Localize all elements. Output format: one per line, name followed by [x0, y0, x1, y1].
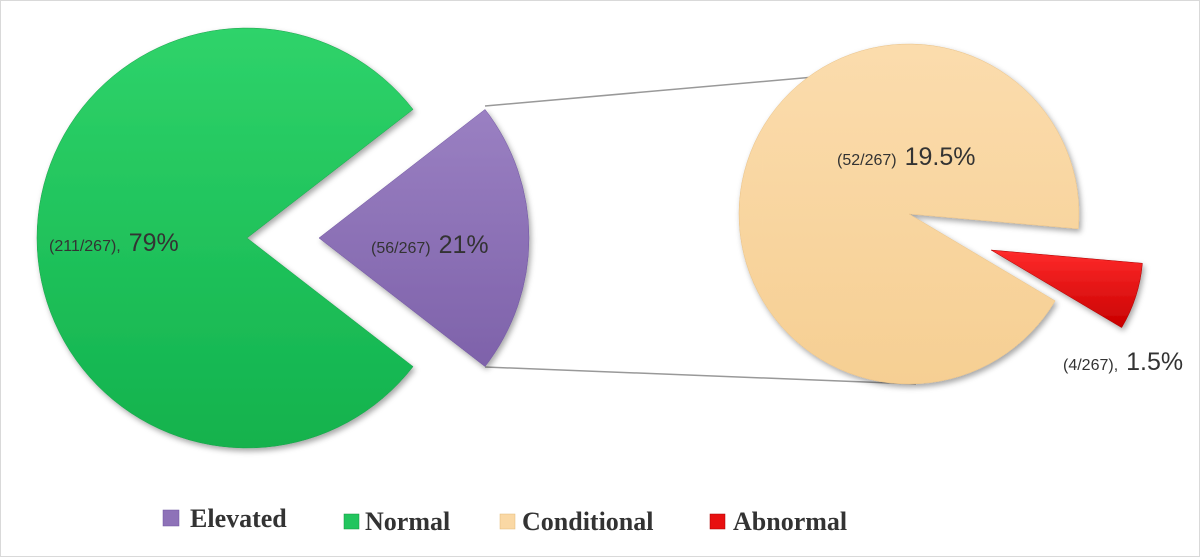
- data-label-normal-count: (211/267),: [49, 238, 121, 255]
- data-label-conditional-count: (52/267): [837, 152, 897, 169]
- legend-swatch-conditional: [499, 513, 516, 530]
- data-label-abnormal-percent: 1.5%: [1126, 348, 1183, 376]
- legend-label-elevated: Elevated: [190, 504, 287, 533]
- legend: Elevated Normal Conditional Abnormal: [162, 504, 847, 536]
- pie-slice-normal: [36, 27, 414, 449]
- pie-slice-elevated: [318, 109, 530, 367]
- data-label-conditional: (52/267) 19.5%: [837, 143, 975, 171]
- connector-line-bottom: [484, 366, 917, 385]
- data-label-abnormal: (4/267), 1.5%: [1063, 348, 1183, 376]
- data-label-elevated: (56/267) 21%: [371, 231, 489, 259]
- legend-swatch-abnormal: [709, 513, 726, 530]
- legend-swatch-normal: [343, 513, 360, 530]
- legend-label-conditional: Conditional: [522, 507, 654, 536]
- data-label-abnormal-count: (4/267),: [1063, 357, 1118, 374]
- pie-slice-conditional: [738, 43, 1080, 385]
- data-label-elevated-count: (56/267): [371, 240, 431, 257]
- data-label-normal-percent: 79%: [129, 229, 179, 257]
- legend-swatch-elevated: [162, 509, 180, 527]
- legend-label-normal: Normal: [365, 507, 450, 536]
- legend-label-abnormal: Abnormal: [733, 507, 847, 536]
- pie-slice-abnormal: [990, 249, 1143, 328]
- data-label-conditional-percent: 19.5%: [905, 143, 976, 171]
- data-label-elevated-percent: 21%: [439, 231, 489, 259]
- data-label-normal: (211/267), 79%: [49, 229, 179, 257]
